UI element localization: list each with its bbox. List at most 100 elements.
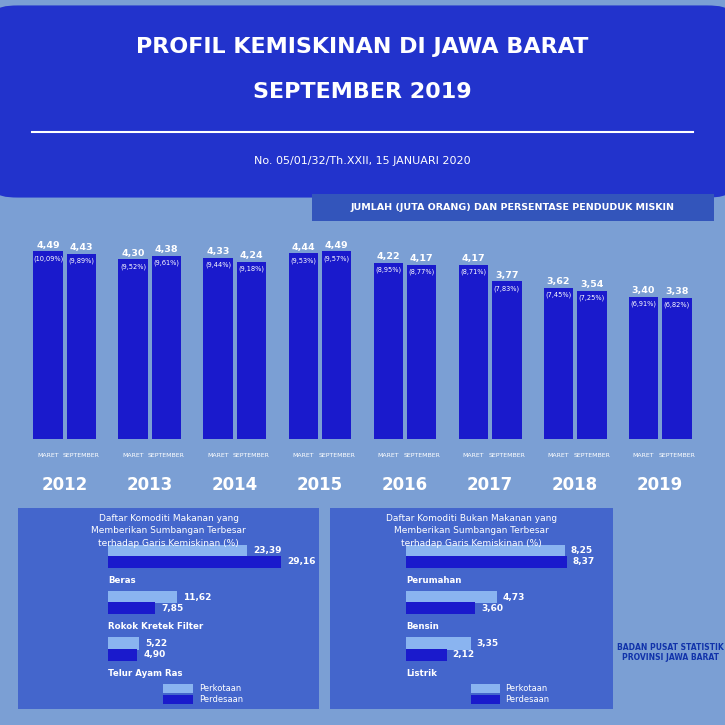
Text: Daftar Komoditi Bukan Makanan yang
Memberikan Sumbangan Terbesar
terhadap Garis : Daftar Komoditi Bukan Makanan yang Membe… — [386, 513, 557, 547]
Text: PROFIL KEMISKINAN DI JAWA BARAT: PROFIL KEMISKINAN DI JAWA BARAT — [136, 37, 589, 57]
Text: 3,60: 3,60 — [481, 604, 503, 613]
Text: (7,25%): (7,25%) — [579, 295, 605, 302]
Text: (9,89%): (9,89%) — [68, 257, 94, 264]
Bar — [67, 254, 96, 439]
FancyBboxPatch shape — [12, 503, 325, 713]
Bar — [204, 258, 233, 439]
Text: 4,44: 4,44 — [291, 243, 315, 252]
Text: 2,12: 2,12 — [452, 650, 475, 659]
Text: Beras: Beras — [109, 576, 136, 585]
Text: 2017: 2017 — [467, 476, 513, 494]
Text: SEPTEMBER: SEPTEMBER — [63, 453, 100, 458]
Bar — [662, 297, 692, 439]
Text: SEPTEMBER: SEPTEMBER — [233, 453, 270, 458]
Text: 8,37: 8,37 — [573, 558, 595, 566]
Bar — [577, 291, 607, 439]
Bar — [406, 637, 471, 650]
FancyBboxPatch shape — [324, 503, 618, 713]
Bar — [109, 544, 247, 557]
Bar — [471, 695, 500, 704]
Bar — [109, 602, 155, 614]
Text: (9,52%): (9,52%) — [120, 263, 146, 270]
Text: 3,40: 3,40 — [632, 286, 655, 295]
Text: Perumahan: Perumahan — [406, 576, 462, 585]
Text: MARET: MARET — [463, 453, 484, 458]
Text: SEPTEMBER 2019: SEPTEMBER 2019 — [253, 83, 472, 102]
Text: (8,77%): (8,77%) — [408, 268, 435, 275]
Text: 11,62: 11,62 — [183, 593, 212, 602]
Text: Listrik: Listrik — [406, 668, 437, 678]
Text: (8,71%): (8,71%) — [460, 268, 486, 275]
Text: JUMLAH (JUTA ORANG) DAN PERSENTASE PENDUDUK MISKIN: JUMLAH (JUTA ORANG) DAN PERSENTASE PENDU… — [351, 203, 675, 212]
FancyBboxPatch shape — [0, 6, 725, 198]
Text: 2018: 2018 — [552, 476, 598, 494]
Bar — [471, 684, 500, 693]
Text: 4,49: 4,49 — [36, 241, 60, 249]
Text: 8,25: 8,25 — [571, 547, 592, 555]
Text: Bensin: Bensin — [406, 622, 439, 631]
Text: 2016: 2016 — [382, 476, 428, 494]
Bar — [407, 265, 436, 439]
Text: 3,77: 3,77 — [495, 270, 518, 280]
Text: 4,30: 4,30 — [122, 249, 145, 257]
Bar — [406, 649, 447, 660]
Text: SEPTEMBER: SEPTEMBER — [148, 453, 185, 458]
Text: SEPTEMBER: SEPTEMBER — [403, 453, 440, 458]
Bar — [109, 591, 177, 603]
Text: MARET: MARET — [378, 453, 399, 458]
Text: Telur Ayam Ras: Telur Ayam Ras — [109, 668, 183, 678]
Bar — [406, 591, 497, 603]
Text: 3,35: 3,35 — [476, 639, 498, 648]
Bar — [322, 252, 352, 439]
Bar — [152, 256, 181, 439]
Text: MARET: MARET — [293, 453, 314, 458]
Text: (10,09%): (10,09%) — [33, 255, 63, 262]
Bar — [492, 281, 521, 439]
Text: Perkotaan: Perkotaan — [505, 684, 547, 693]
Text: Perdesaan: Perdesaan — [505, 695, 550, 704]
Text: (6,91%): (6,91%) — [631, 301, 657, 307]
Text: Perkotaan: Perkotaan — [199, 684, 241, 693]
Text: MARET: MARET — [38, 453, 59, 458]
Text: (9,57%): (9,57%) — [323, 255, 349, 262]
Bar — [33, 252, 63, 439]
Text: SEPTEMBER: SEPTEMBER — [658, 453, 695, 458]
Text: 4,22: 4,22 — [376, 252, 400, 261]
Text: (9,18%): (9,18%) — [239, 265, 265, 272]
Text: 4,17: 4,17 — [462, 254, 485, 263]
Text: 3,62: 3,62 — [547, 277, 571, 286]
Text: (9,53%): (9,53%) — [291, 257, 316, 264]
Text: 23,39: 23,39 — [253, 547, 281, 555]
Text: Perdesaan: Perdesaan — [199, 695, 243, 704]
Text: 2013: 2013 — [127, 476, 173, 494]
Bar — [406, 602, 476, 614]
Bar — [118, 260, 148, 439]
Text: 4,38: 4,38 — [154, 245, 178, 254]
Bar — [629, 297, 658, 439]
Text: 4,17: 4,17 — [410, 254, 434, 263]
Bar — [109, 556, 281, 568]
Text: 4,73: 4,73 — [503, 593, 525, 602]
Text: 7,85: 7,85 — [161, 604, 183, 613]
Text: (7,45%): (7,45%) — [545, 291, 571, 298]
Text: Daftar Komoditi Makanan yang
Memberikan Sumbangan Terbesar
terhadap Garis Kemisk: Daftar Komoditi Makanan yang Memberikan … — [91, 513, 246, 547]
Text: 4,90: 4,90 — [144, 650, 166, 659]
Bar — [406, 544, 565, 557]
Text: (8,95%): (8,95%) — [376, 267, 402, 273]
Text: MARET: MARET — [123, 453, 144, 458]
Text: (9,61%): (9,61%) — [154, 260, 180, 266]
Text: SEPTEMBER: SEPTEMBER — [318, 453, 355, 458]
FancyBboxPatch shape — [291, 192, 725, 223]
Text: 5,22: 5,22 — [145, 639, 167, 648]
Text: SEPTEMBER: SEPTEMBER — [573, 453, 610, 458]
Text: (7,83%): (7,83%) — [494, 285, 520, 291]
Text: 2019: 2019 — [637, 476, 683, 494]
Text: 29,16: 29,16 — [287, 558, 315, 566]
Text: (6,82%): (6,82%) — [663, 302, 689, 308]
Text: MARET: MARET — [207, 453, 229, 458]
Text: Rokok Kretek Filter: Rokok Kretek Filter — [109, 622, 204, 631]
Text: 2015: 2015 — [297, 476, 343, 494]
Text: MARET: MARET — [633, 453, 655, 458]
Bar — [109, 649, 138, 660]
Bar — [544, 288, 573, 439]
